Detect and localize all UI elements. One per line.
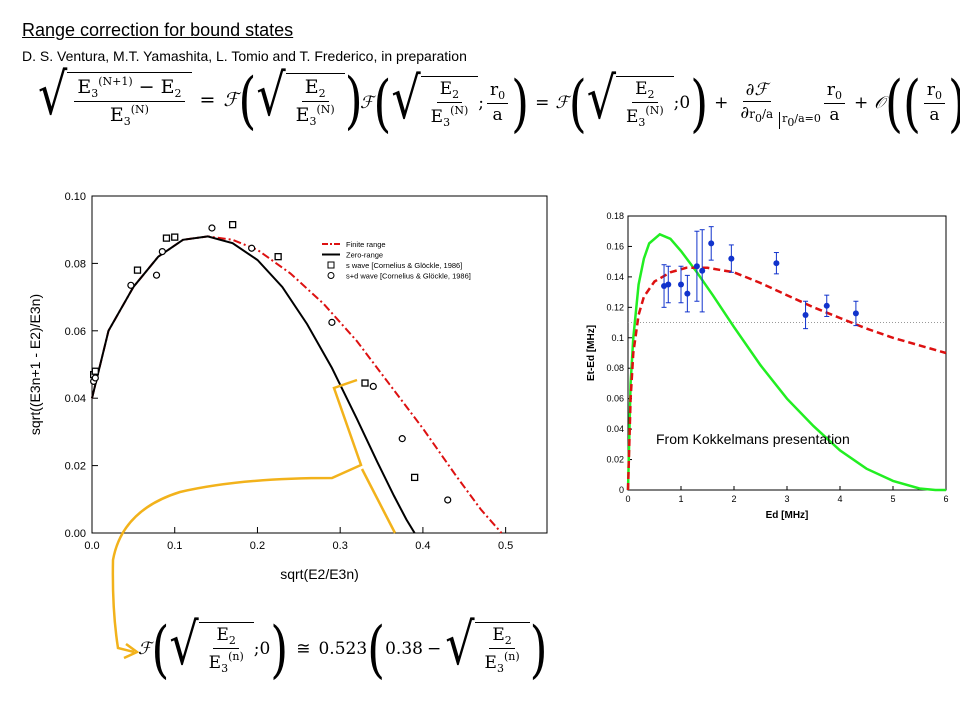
y-tick-label: 0.00: [65, 528, 86, 540]
s-wave-point: [133, 266, 142, 274]
x-tick-label: 0.5: [498, 540, 513, 552]
legend-entry: s+d wave [Cornelius & Glöckle, 1986]: [346, 272, 471, 281]
sd-wave-point: [398, 435, 406, 443]
y-tick-label-right: 0.1: [611, 333, 624, 343]
data-point: [728, 255, 735, 262]
plot-frame: [91, 195, 548, 534]
legend-entry: Zero-range: [346, 251, 383, 260]
annotation-arrow-head: [123, 642, 140, 660]
y-axis-label-right: Et-Ed [MHz]: [586, 325, 597, 381]
sd-wave-point: [369, 382, 377, 391]
y-tick-label-right: 0.16: [606, 241, 624, 251]
source-note: From Kokkelmans presentation: [656, 431, 850, 447]
x-tick-label-right: 5: [890, 494, 895, 504]
green-curve: [626, 232, 946, 492]
y-tick-label-right: 0.18: [606, 211, 624, 221]
data-point: [693, 263, 700, 270]
y-tick-label-right: 0.08: [606, 363, 624, 373]
sd-wave-point: [208, 224, 216, 232]
data-point: [773, 260, 780, 267]
authors-line: D. S. Ventura, M.T. Yamashita, L. Tomio …: [22, 48, 467, 64]
sd-wave-point: [328, 318, 336, 326]
y-tick-label: 0.02: [65, 461, 86, 473]
s-wave-point: [274, 253, 282, 261]
x-tick-label-right: 0: [625, 494, 630, 504]
sd-wave-point: [91, 374, 99, 382]
data-point: [823, 302, 830, 309]
y-tick-label: 0.10: [65, 191, 86, 203]
annotation-arrow-lower: [360, 468, 397, 534]
data-point: [678, 281, 684, 288]
y-tick-label-right: 0.14: [606, 272, 624, 282]
data-point: [852, 310, 859, 317]
data-point: [699, 267, 706, 274]
data-point: [661, 283, 668, 290]
data-point: [802, 311, 809, 318]
s-wave-point: [90, 370, 98, 379]
red-dashed-curve: [626, 266, 947, 491]
equation-expansion: ℱ( √ E2 E3(N) ; r0 a) = ℱ( √ E2 E3(N) ;0) + ∂ℱ…: [360, 69, 960, 133]
legend-entry: Finite range: [346, 240, 386, 249]
x-tick-label: 0.0: [84, 540, 99, 552]
s-wave-point: [228, 220, 237, 229]
sd-wave-point: [152, 271, 161, 279]
x-tick-label: 0.4: [415, 540, 430, 552]
legend-s-wave-swatch: [327, 261, 335, 269]
y-tick-label-right: 0.04: [606, 424, 624, 434]
y-tick-label-right: 0.06: [606, 394, 624, 404]
s-wave-point: [361, 379, 369, 387]
data-point: [684, 290, 691, 297]
x-tick-label-right: 4: [837, 494, 842, 504]
y-tick-label: 0.06: [65, 326, 86, 338]
sd-wave-point: [248, 244, 256, 252]
legend-entry: s wave [Cornelius & Glöckle, 1986]: [346, 261, 462, 270]
x-tick-label-right: 1: [678, 494, 683, 504]
y-tick-label-right: 0.02: [606, 455, 624, 465]
s-wave-point: [162, 234, 171, 242]
y-tick-label: 0.08: [65, 258, 86, 270]
equation-ratio: √ E3(N+1) − E2 E3(N) = ℱ ( √ E2 E3(N) ): [38, 60, 363, 137]
plot-frame-right: [627, 215, 947, 491]
fit-coefficient: 0.523: [318, 638, 368, 659]
s-wave-point: [410, 473, 419, 482]
finite-range-curve: [91, 235, 503, 534]
y-tick-label-right: 0: [619, 485, 624, 495]
x-axis-label-right: Ed [MHz]: [766, 510, 809, 521]
x-tick-label-right: 3: [784, 494, 789, 504]
sd-wave-point: [127, 281, 135, 289]
fit-offset: 0.38: [385, 638, 423, 659]
s-wave-point: [91, 367, 99, 375]
x-axis-label: sqrt(E2/E3n): [280, 566, 359, 582]
page-title: Range correction for bound states: [22, 20, 294, 40]
legend-sd-wave-swatch: [327, 272, 335, 279]
data-point: [665, 281, 672, 288]
y-axis-label: sqrt((E3n+1 - E2)/E3n): [27, 294, 43, 435]
x-tick-label: 0.3: [333, 540, 348, 552]
y-tick-label-right: 0.12: [606, 302, 624, 312]
data-point: [708, 240, 715, 247]
x-tick-label: 0.1: [167, 540, 182, 552]
sd-wave-point: [444, 496, 452, 504]
x-tick-label-right: 2: [731, 494, 736, 504]
annotation-arrow-upper: [111, 378, 363, 654]
s-wave-point: [171, 233, 179, 241]
zero-range-curve: [91, 235, 416, 534]
equation-fit: ℱ( √ E2 E3(n) ;0) ≅ 0.523 (0.38 − √ E2 E3(n) …: [138, 610, 548, 685]
x-tick-label-right: 6: [943, 494, 948, 504]
sd-wave-point: [90, 377, 98, 385]
y-tick-label: 0.04: [65, 393, 86, 405]
sd-wave-point: [158, 248, 166, 256]
x-tick-label: 0.2: [250, 540, 265, 552]
